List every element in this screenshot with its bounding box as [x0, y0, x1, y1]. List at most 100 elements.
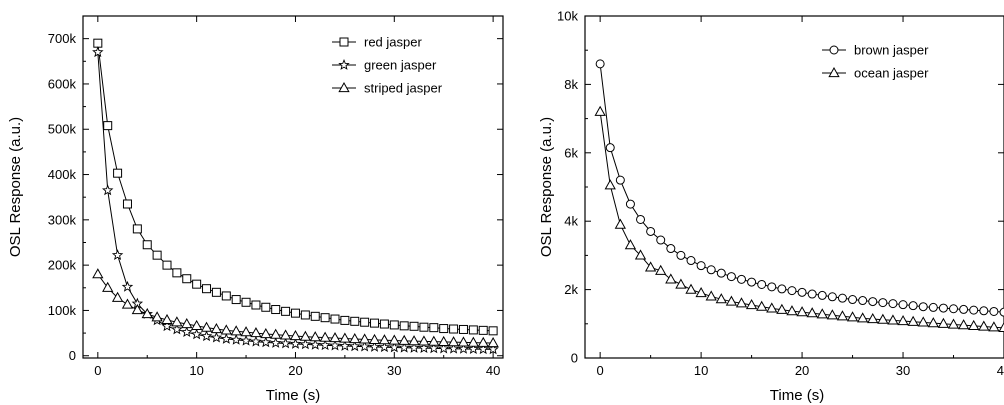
square-marker: [271, 305, 281, 315]
series-layer: [594, 59, 1004, 333]
series-red-jasper: [93, 38, 498, 336]
series-layer: [92, 38, 499, 355]
legend-label: brown jasper: [854, 43, 929, 58]
triangle-marker: [776, 303, 788, 314]
triangle-marker: [614, 218, 626, 229]
square-marker: [389, 320, 399, 330]
square-marker: [468, 325, 478, 335]
star-marker: [447, 342, 460, 354]
triangle-marker: [487, 337, 499, 348]
square-marker: [231, 295, 241, 305]
triangle-marker: [349, 332, 361, 344]
x-axis-label: Time (s): [770, 387, 824, 404]
star-marker: [428, 342, 440, 354]
triangle-marker: [477, 336, 489, 347]
triangle-marker: [289, 330, 302, 341]
star-marker: [309, 338, 321, 350]
triangle-marker: [604, 179, 616, 190]
legend-entry: striped jasper: [332, 81, 443, 96]
triangle-marker: [151, 311, 163, 322]
star-marker: [329, 339, 341, 351]
circle-marker: [928, 302, 938, 312]
series-ocean-jasper: [594, 105, 1004, 333]
circle-marker: [908, 301, 918, 311]
circle-marker: [716, 268, 726, 278]
star-marker: [240, 334, 252, 346]
triangle-marker: [299, 330, 312, 341]
legend-entry: brown jasper: [822, 43, 929, 58]
triangle-marker: [988, 321, 1000, 332]
legend-label: striped jasper: [364, 81, 443, 96]
x-tick-label: 40: [486, 363, 500, 378]
star-marker: [299, 338, 312, 350]
star-marker: [190, 328, 203, 340]
star-marker: [349, 340, 361, 352]
triangle-marker: [968, 319, 980, 330]
triangle-marker: [655, 264, 667, 275]
triangle-marker: [418, 335, 430, 346]
star-marker: [398, 341, 410, 353]
axis-ticks: [585, 15, 1004, 359]
star-marker: [368, 340, 381, 352]
star-marker: [260, 336, 272, 348]
x-tick-label: 10: [189, 363, 203, 378]
circle-marker: [625, 199, 635, 209]
triangle-marker: [230, 325, 242, 336]
y-tick-label: 700k: [48, 31, 77, 46]
series-line: [599, 63, 1004, 313]
y-tick-label: 10k: [557, 9, 578, 24]
triangle-marker: [947, 318, 960, 329]
x-tick-label: 20: [288, 363, 302, 378]
square-marker: [379, 319, 389, 329]
square-marker: [241, 297, 251, 307]
star-marker: [111, 249, 124, 261]
x-tick-label: 40: [997, 363, 1004, 378]
square-marker: [409, 321, 419, 331]
y-axis-label: OSL Response (a.u.): [7, 117, 24, 257]
triangle-marker: [240, 326, 252, 337]
chart-left: 0 10 20 30 40 0 100k 200k 300k 400k 500k 600k 700k T…: [7, 15, 504, 404]
square-marker: [360, 317, 370, 327]
circle-marker: [696, 261, 706, 271]
square-marker: [340, 315, 350, 325]
triangle-marker: [887, 314, 899, 325]
star-marker: [338, 58, 350, 70]
y-tick-label: 600k: [48, 76, 77, 91]
square-marker: [103, 121, 113, 131]
triangle-marker: [927, 317, 939, 328]
x-tick-label: 0: [597, 363, 604, 378]
triangle-marker: [826, 309, 839, 320]
triangle-marker: [978, 320, 990, 331]
star-marker: [408, 341, 420, 353]
square-marker: [429, 323, 439, 333]
triangle-marker: [846, 311, 859, 322]
triangle-marker: [634, 249, 647, 260]
circle-marker: [989, 306, 999, 316]
triangle-marker: [816, 308, 828, 319]
star-marker: [378, 341, 391, 353]
triangle-marker: [447, 336, 460, 347]
circle-marker: [726, 272, 736, 282]
square-marker: [449, 324, 459, 334]
y-tick-label: 100k: [48, 303, 77, 318]
square-marker: [261, 302, 271, 312]
circle-marker: [686, 256, 696, 266]
triangle-marker: [398, 334, 410, 345]
star-marker: [388, 341, 401, 353]
circle-marker: [979, 306, 989, 316]
star-marker: [319, 339, 331, 351]
square-marker: [113, 168, 123, 178]
triangle-marker: [998, 321, 1004, 333]
triangle-marker: [279, 329, 292, 340]
x-axis-label: Time (s): [266, 387, 320, 404]
square-marker: [330, 314, 340, 324]
circle-marker: [817, 290, 827, 300]
triangle-marker: [111, 291, 124, 302]
y-tick-label: 8k: [564, 77, 578, 92]
star-marker: [467, 343, 480, 354]
square-marker: [132, 224, 142, 234]
star-marker: [339, 340, 351, 351]
triangle-marker: [715, 293, 727, 304]
triangle-marker: [877, 313, 889, 324]
y-tick-label: 200k: [48, 258, 77, 273]
